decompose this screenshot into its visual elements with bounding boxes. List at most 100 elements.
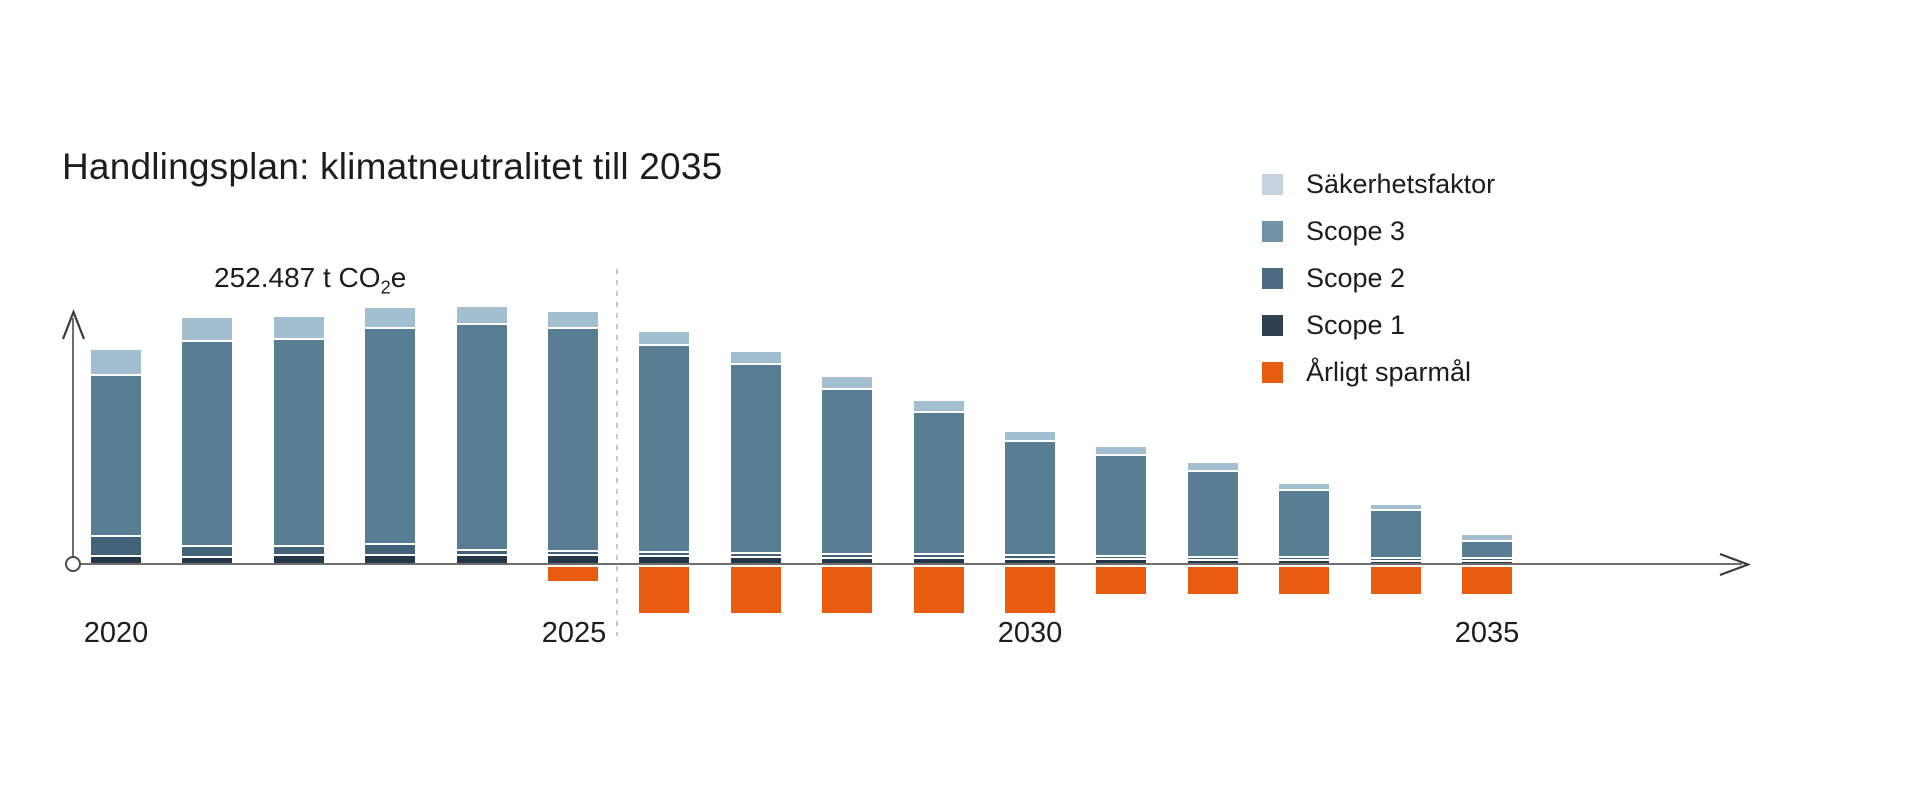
bar-2029 [914, 401, 964, 564]
bar-2025 [548, 312, 598, 564]
bar-2025-segment-scope2 [548, 552, 598, 554]
bar-2033-segment-scope1 [1279, 561, 1329, 564]
bar-2026 [639, 332, 689, 564]
bar-2034 [1371, 505, 1421, 564]
bar-2035-segment-saekerhetsfaktor [1462, 535, 1512, 540]
bar-2034-segment-scope1 [1371, 562, 1421, 564]
bar-2026-segment-scope3 [639, 346, 689, 551]
bar-2027 [731, 352, 781, 564]
legend-item-saekerhetsfaktor: Säkerhetsfaktor [1262, 169, 1495, 199]
bar-2030-segment-scope2 [1005, 556, 1055, 558]
bar-2030-segment-scope1 [1005, 560, 1055, 564]
legend-swatch-scope3-icon [1262, 221, 1283, 242]
bar-2031-segment-scope3 [1096, 456, 1146, 555]
legend-item-scope2: Scope 2 [1262, 263, 1495, 293]
x-axis-label-2020: 2020 [83, 617, 149, 649]
bar-2032 [1188, 463, 1238, 564]
bar-2026-segment-saekerhetsfaktor [639, 332, 689, 344]
bar-2022-segment-scope1 [274, 556, 324, 564]
bar-2021 [182, 318, 232, 564]
bar-2026-segment-scope1 [639, 557, 689, 564]
bar-2027-segment-scope3 [731, 365, 781, 552]
bar-2028-segment-scope3 [822, 390, 872, 553]
bar-2034-segment-saekerhetsfaktor [1371, 505, 1421, 509]
bar-2028-segment-scope1 [822, 559, 872, 564]
bar-2024-segment-scope2 [457, 551, 507, 554]
bar-2027-segment-saekerhetsfaktor [731, 352, 781, 363]
peak-annotation: 252.487 t CO2e [214, 262, 406, 299]
legend-swatch-scope2-icon [1262, 268, 1283, 289]
bar-2023-segment-scope2 [365, 545, 415, 554]
bar-2029-segment-scope1 [914, 559, 964, 564]
bar-2021-segment-saekerhetsfaktor [182, 318, 232, 340]
bar-2023 [365, 308, 415, 564]
bar-2023-segment-scope3 [365, 329, 415, 543]
bar-2029-segment-scope2 [914, 555, 964, 557]
bar-2030-segment-saekerhetsfaktor [1005, 432, 1055, 440]
bar-2027-segment-scope2 [731, 554, 781, 556]
x-axis-label-2035: 2035 [1454, 617, 1520, 649]
bar-2022 [274, 317, 324, 564]
legend-swatch-sparmal-icon [1262, 362, 1283, 383]
bar-2024 [457, 307, 507, 564]
bar-2031-segment-saekerhetsfaktor [1096, 447, 1146, 454]
bar-2032-sparmal [1188, 567, 1238, 594]
bar-2030-segment-scope3 [1005, 442, 1055, 554]
bar-2023-segment-scope1 [365, 556, 415, 564]
bar-2035-segment-scope3 [1462, 542, 1512, 557]
bar-2029-segment-saekerhetsfaktor [914, 401, 964, 411]
bar-2026-sparmal [639, 567, 689, 613]
bar-2020-segment-scope1 [91, 557, 141, 564]
bar-2027-sparmal [731, 567, 781, 613]
bar-2034-segment-scope3 [1371, 511, 1421, 557]
bar-2035 [1462, 535, 1512, 564]
legend-label: Scope 2 [1306, 263, 1406, 293]
bar-2022-segment-saekerhetsfaktor [274, 317, 324, 338]
legend: Säkerhetsfaktor Scope 3 Scope 2 Scope 1 … [1262, 169, 1495, 409]
bar-2035-segment-scope2 [1462, 559, 1512, 560]
peak-annotation-subscript: 2 [380, 277, 391, 298]
bar-2021-segment-scope2 [182, 547, 232, 556]
bar-2020-segment-scope2 [91, 537, 141, 555]
bar-2024-segment-scope1 [457, 556, 507, 564]
bar-2024-segment-scope3 [457, 325, 507, 549]
legend-label: Scope 1 [1306, 310, 1406, 340]
bar-2028-segment-scope2 [822, 555, 872, 557]
bar-2034-segment-scope2 [1371, 559, 1421, 560]
bar-2030 [1005, 432, 1055, 564]
legend-label: Säkerhetsfaktor [1306, 169, 1496, 199]
legend-label: Scope 3 [1306, 216, 1406, 246]
bar-2033-segment-scope3 [1279, 491, 1329, 556]
bar-2033-segment-saekerhetsfaktor [1279, 484, 1329, 489]
legend-swatch-scope1-icon [1262, 315, 1283, 336]
bar-2033-sparmal [1279, 567, 1329, 594]
bar-2022-segment-scope3 [274, 340, 324, 545]
legend-swatch-saekerhetsfaktor-icon [1262, 174, 1283, 195]
bar-2020 [91, 350, 141, 564]
bar-2029-segment-scope3 [914, 413, 964, 553]
bar-2035-segment-scope1 [1462, 562, 1512, 564]
bar-2027-segment-scope1 [731, 558, 781, 564]
peak-annotation-prefix: 252.487 t CO [214, 262, 381, 293]
legend-item-scope3: Scope 3 [1262, 216, 1495, 246]
bar-2022-segment-scope2 [274, 547, 324, 554]
bar-2033 [1279, 484, 1329, 564]
bar-2028-sparmal [822, 567, 872, 613]
bar-2031 [1096, 447, 1146, 564]
bar-2028 [822, 377, 872, 564]
chart-title: Handlingsplan: klimatneutralitet till 20… [62, 146, 723, 187]
bar-2021-segment-scope3 [182, 342, 232, 545]
bar-2032-segment-scope1 [1188, 561, 1238, 564]
bar-2032-segment-scope3 [1188, 472, 1238, 556]
bar-2031-segment-scope2 [1096, 557, 1146, 558]
legend-item-scope1: Scope 1 [1262, 310, 1495, 340]
legend-label: Årligt sparmål [1306, 357, 1472, 387]
bar-2032-segment-scope2 [1188, 558, 1238, 559]
bar-2029-sparmal [914, 567, 964, 613]
bar-2025-sparmal [548, 567, 598, 581]
bar-2030-sparmal [1005, 567, 1055, 613]
bar-2020-segment-saekerhetsfaktor [91, 350, 141, 374]
bar-2035-sparmal [1462, 567, 1512, 594]
x-axis-label-2030: 2030 [997, 617, 1063, 649]
peak-annotation-suffix: e [390, 262, 407, 293]
